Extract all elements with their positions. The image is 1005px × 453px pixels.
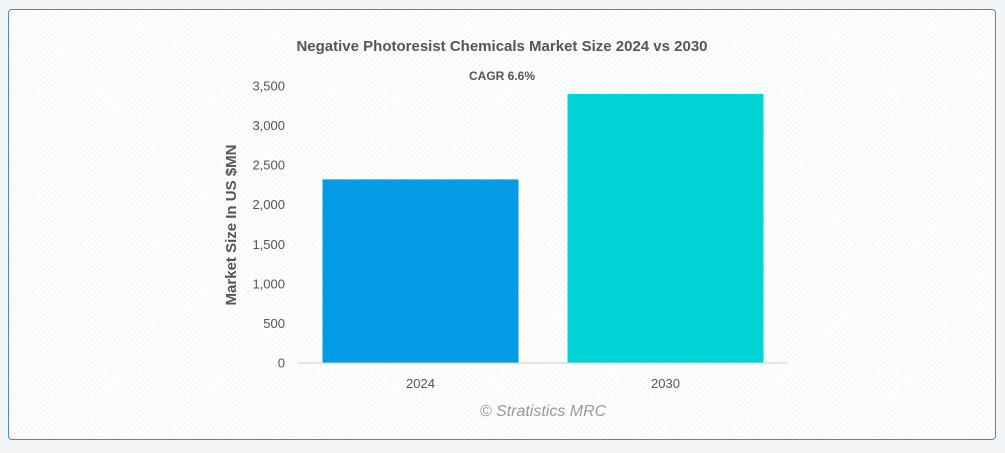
y-axis: 0 500 1,000 1,500 2,000 2,500 3,000 3,500 <box>252 79 285 371</box>
x-tick-label: 2024 <box>406 376 435 391</box>
x-axis: 2024 2030 <box>406 376 680 391</box>
y-tick-label: 1,000 <box>252 276 285 291</box>
y-axis-label: Market Size In US $MN <box>223 145 240 306</box>
cagr-annotation: CAGR 6.6% <box>469 69 535 83</box>
bar-2024 <box>322 179 519 363</box>
y-tick-label: 500 <box>263 316 285 331</box>
bar-2030 <box>567 93 764 364</box>
chart-title: Negative Photoresist Chemicals Market Si… <box>296 38 707 55</box>
y-tick-label: 3,500 <box>252 79 285 94</box>
y-tick-label: 1,500 <box>252 237 285 252</box>
y-tick-label: 2,000 <box>252 197 285 212</box>
y-tick-label: 3,000 <box>252 118 285 133</box>
y-tick-label: 0 <box>278 356 285 371</box>
bars-group <box>322 93 764 364</box>
x-tick-label: 2030 <box>651 376 680 391</box>
y-tick-label: 2,500 <box>252 158 285 173</box>
watermark: © Stratistics MRC <box>480 403 607 420</box>
